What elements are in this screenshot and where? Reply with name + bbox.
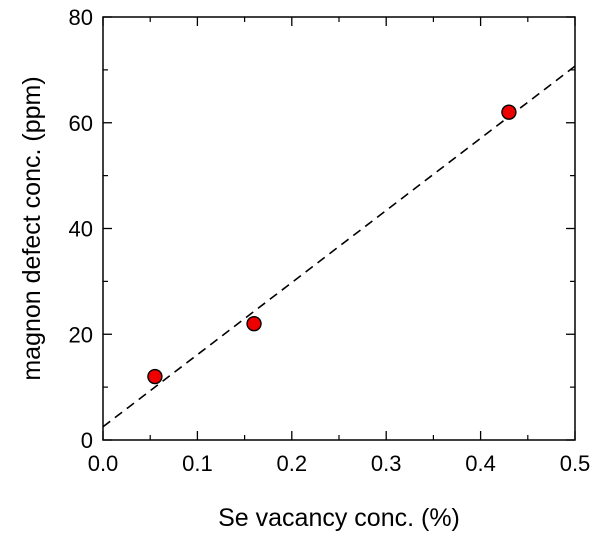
data-point [501, 104, 517, 120]
y-tick-label: 40 [69, 217, 93, 242]
plot-layer: 0.0 0.1 0.2 0.3 0.4 0.5 0 20 40 60 80 [69, 5, 591, 476]
x-tick-label: 0.3 [371, 451, 402, 476]
data-point [246, 315, 262, 332]
y-tick-label: 0 [81, 428, 93, 453]
y-tick-label: 20 [69, 322, 93, 347]
fit-line [103, 65, 575, 428]
x-axis-title: Se vacancy conc. (%) [218, 504, 460, 532]
y-tick-label: 80 [69, 5, 93, 30]
x-tick-label: 0.0 [88, 451, 119, 476]
y-axis-title: magnon defect conc. (ppm) [18, 76, 46, 380]
y-tick-label: 60 [69, 111, 93, 136]
data-point [147, 368, 163, 385]
plot-frame [102, 16, 576, 441]
x-tick-label: 0.5 [560, 451, 591, 476]
x-tick-label: 0.4 [465, 451, 496, 476]
x-tick-label: 0.2 [277, 451, 308, 476]
x-tick-label: 0.1 [182, 451, 213, 476]
